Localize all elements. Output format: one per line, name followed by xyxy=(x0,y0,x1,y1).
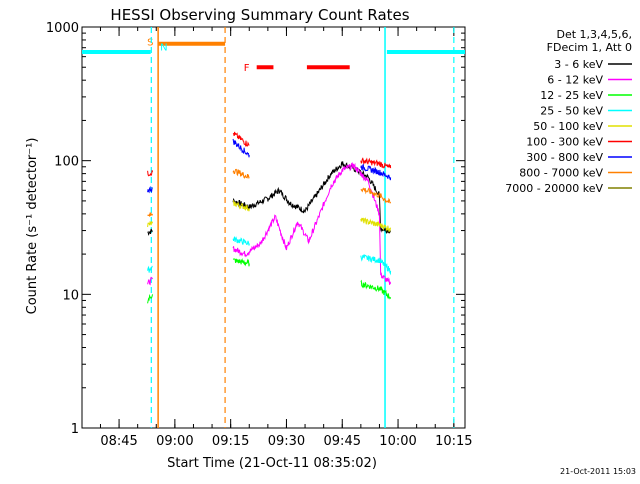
y-tick-label: 1 xyxy=(71,422,79,437)
series-line xyxy=(147,265,153,273)
series-line xyxy=(232,168,250,179)
legend-header: Det 1,3,4,5,6, xyxy=(556,28,632,41)
footer-timestamp: 21-Oct-2011 15:03 xyxy=(560,467,636,476)
chart-title: HESSI Observing Summary Count Rates xyxy=(110,6,409,24)
legend-label: 12 - 25 keV xyxy=(540,89,603,102)
series-line xyxy=(360,217,392,233)
legend-label: 300 - 800 keV xyxy=(526,151,603,164)
series-line xyxy=(147,228,153,236)
series-line xyxy=(233,200,250,212)
x-tick-label: 09:15 xyxy=(212,434,249,449)
x-tick-label: 10:00 xyxy=(379,434,416,449)
y-tick-label: 100 xyxy=(54,155,79,170)
legend-label: 800 - 7000 keV xyxy=(519,167,603,180)
series-line xyxy=(232,162,392,285)
legend-label: 25 - 50 keV xyxy=(540,105,603,118)
series-line xyxy=(147,220,153,228)
x-tick-label: 10:15 xyxy=(435,434,472,449)
legend-label: 6 - 12 keV xyxy=(547,74,603,87)
series-line xyxy=(360,279,392,300)
y-tick-label: 1000 xyxy=(46,21,79,36)
series-line xyxy=(360,157,392,169)
x-axis-label: Start Time (21-Oct-11 08:35:02) xyxy=(167,456,377,471)
x-tick-label: 09:45 xyxy=(324,434,361,449)
series-line xyxy=(147,293,153,304)
legend-label: 7000 - 20000 keV xyxy=(505,182,603,195)
series-line xyxy=(147,170,153,177)
legend-label: 3 - 6 keV xyxy=(554,58,603,71)
legend-header: FDecim 1, Att 0 xyxy=(547,41,632,54)
flag-letter-f: F xyxy=(244,63,250,74)
series-line xyxy=(360,163,392,181)
series-line xyxy=(232,258,250,267)
series-line xyxy=(147,185,153,194)
legend-label: 50 - 100 keV xyxy=(533,120,603,133)
legend-label: 100 - 300 keV xyxy=(526,136,603,149)
y-axis-label: Count Rate (s⁻¹ detector⁻¹) xyxy=(25,138,40,315)
flag-letter-s: S xyxy=(147,38,153,49)
flag-letter-n: N xyxy=(160,43,167,54)
series-line xyxy=(232,236,250,246)
series-line xyxy=(147,276,153,286)
series-line xyxy=(147,211,153,217)
series-line xyxy=(360,187,392,204)
series-line xyxy=(232,131,250,148)
x-tick-label: 09:30 xyxy=(268,434,305,449)
series-line xyxy=(232,160,392,235)
series-line xyxy=(360,253,392,276)
plot-frame xyxy=(81,26,466,429)
series-line xyxy=(232,138,250,158)
x-tick-label: 08:45 xyxy=(100,434,137,449)
y-tick-label: 10 xyxy=(62,288,79,303)
x-tick-label: 09:00 xyxy=(156,434,193,449)
